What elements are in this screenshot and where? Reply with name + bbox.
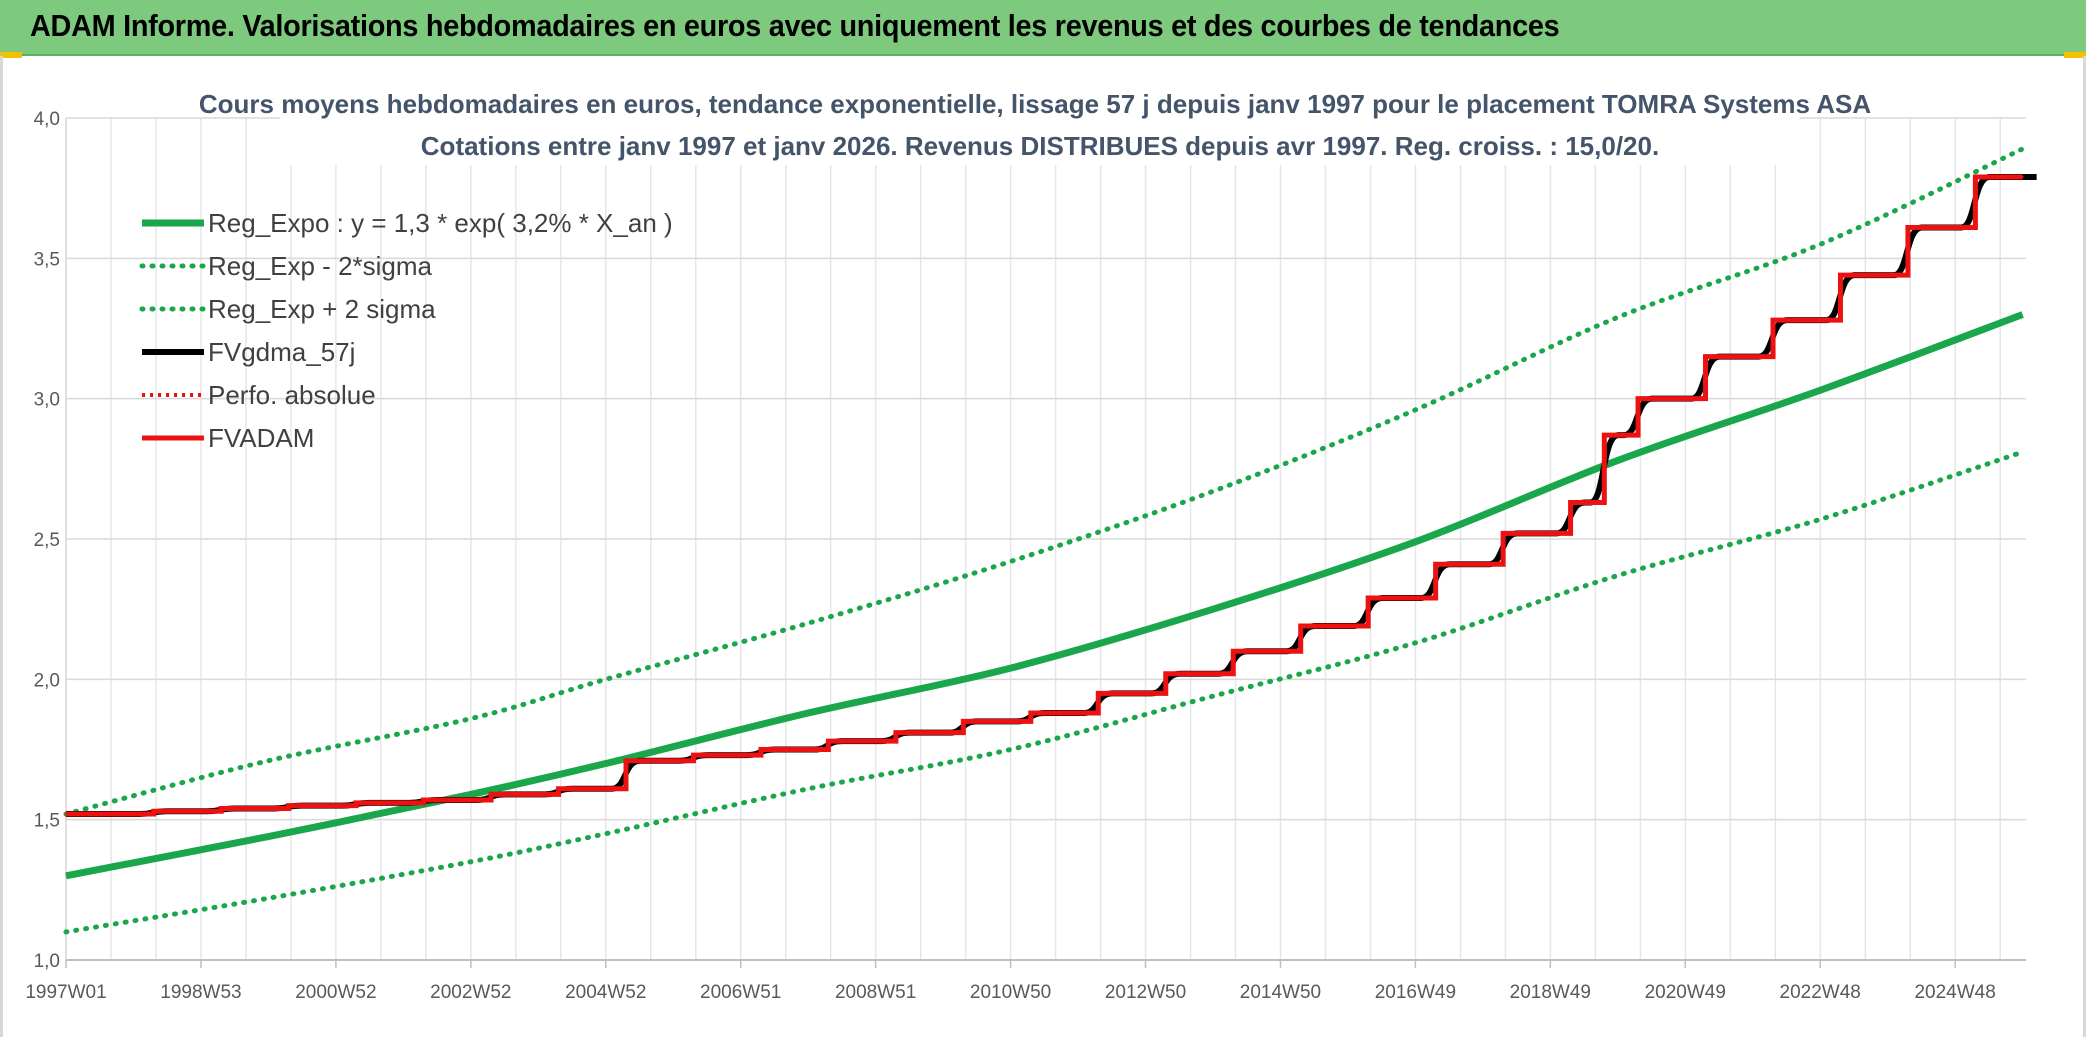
y-tick-label: 1,5 (34, 811, 60, 832)
chart-legend: Reg_Expo : y = 1,3 * exp( 3,2% * X_an ) R… (139, 208, 673, 453)
x-tick-label: 2024W48 (1914, 982, 1995, 1003)
chart-frame (0, 56, 2086, 1037)
title-backdrop (280, 85, 1800, 165)
x-tick-label: 2014W50 (1240, 982, 1321, 1003)
y-tick-label: 2,5 (34, 530, 60, 551)
series-line-0 (65, 311, 2024, 880)
y-tick-label: 1,0 (34, 951, 60, 972)
chart-grid (65, 117, 2026, 961)
report-banner: ADAM Informe. Valorisations hebdomadaire… (0, 0, 2086, 56)
x-tick-label: 2006W51 (700, 982, 781, 1003)
x-tick-label: 2008W51 (835, 982, 916, 1003)
x-tick-label: 2000W52 (295, 982, 376, 1003)
x-tick-label: 2004W52 (565, 982, 646, 1003)
x-tick-label: 1997W01 (25, 982, 106, 1003)
legend-label-1: Reg_Exp - 2*sigma (208, 251, 433, 281)
x-tick-label: 2012W50 (1105, 982, 1186, 1003)
x-tick-label: 2010W50 (970, 982, 1051, 1003)
y-tick-label: 3,5 (34, 249, 60, 270)
chart-axes: 1,0 1,5 2,0 2,5 3,0 3,5 4,0 1997W01 1998W53 2000W… (25, 109, 2026, 1003)
chart-title-line1: Cours moyens hebdomadaires en euros, ten… (199, 89, 1871, 119)
legend-label-0: Reg_Expo : y = 1,3 * exp( 3,2% * X_an ) (208, 208, 673, 238)
legend-label-2: Reg_Exp + 2 sigma (208, 294, 436, 324)
report-title: ADAM Informe. Valorisations hebdomadaire… (30, 8, 1560, 43)
x-tick-label: 2002W52 (430, 982, 511, 1003)
x-tick-label: 2016W49 (1375, 982, 1456, 1003)
legend-label-3: FVgdma_57j (208, 337, 355, 367)
x-tick-label: 2022W48 (1780, 982, 1861, 1003)
series-line-5 (66, 174, 2023, 817)
legend-label-4: Perfo. absolue (208, 380, 376, 410)
x-tick-label: 2020W49 (1645, 982, 1726, 1003)
y-tick-label: 2,0 (34, 670, 60, 691)
series-line-1 (63, 449, 2026, 935)
chart-titles: Cours moyens hebdomadaires en euros, ten… (199, 85, 1871, 165)
chart-series (63, 146, 2037, 935)
chart-title-line2: Cotations entre janv 1997 et janv 2026. … (421, 131, 1659, 161)
y-tick-label: 4,0 (34, 109, 60, 130)
y-tick-label: 3,0 (34, 390, 60, 411)
series-line-2 (63, 146, 2026, 817)
x-tick-label: 2018W49 (1510, 982, 1591, 1003)
accent-corner-left (0, 52, 22, 58)
x-tick-label: 1998W53 (160, 982, 241, 1003)
legend-label-5: FVADAM (208, 423, 314, 453)
accent-corner-right (2064, 52, 2086, 58)
